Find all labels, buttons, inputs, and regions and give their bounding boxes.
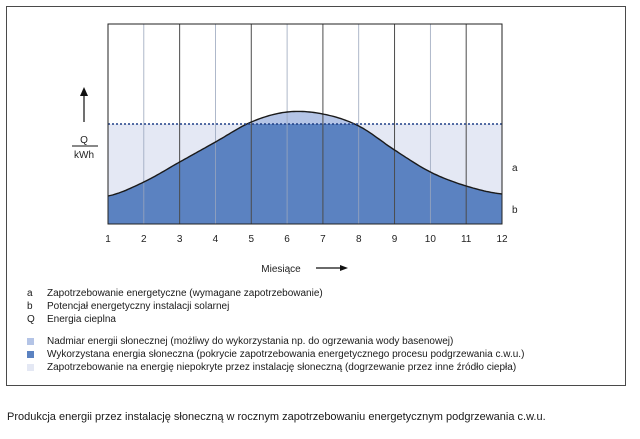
chart: 1 2 3 4 5 6 7 8 9 10 11 12 Q kWh Miesiące a b (72, 23, 518, 275)
x-tick-label-10: 10 (425, 234, 437, 245)
legend-text: Wykorzystana energia słoneczna (pokrycie… (47, 349, 525, 360)
legend-text: Energia cieplna (47, 314, 116, 325)
legend-item-surplus: Nadmiar energii słonecznej (możliwy do w… (27, 335, 524, 348)
y-arrow-head (80, 87, 88, 96)
figure-caption: Produkcja energii przez instalację słone… (7, 411, 546, 423)
x-arrow-head (340, 265, 348, 271)
surplus-energy-area (108, 111, 502, 124)
x-tick-label-3: 3 (177, 234, 183, 245)
legend-item-b: b Potencjał energetyczny instalacji sola… (27, 300, 323, 313)
x-tick-label-5: 5 (248, 234, 254, 245)
legend-item-uncovered: Zapotrzebowanie na energię niepokryte pr… (27, 361, 524, 374)
x-tick-label-7: 7 (320, 234, 326, 245)
series-b-label: b (512, 205, 518, 216)
symbol-legend: a Zapotrzebowanie energetyczne (wymagane… (27, 287, 323, 326)
legend-text: Zapotrzebowanie na energię niepokryte pr… (47, 362, 517, 373)
plot-border (107, 23, 503, 225)
color-legend: Nadmiar energii słonecznej (możliwy do w… (27, 335, 524, 374)
x-tick-label-11: 11 (461, 234, 472, 245)
x-axis-title: Miesiące (261, 264, 301, 275)
legend-swatch-uncovered (27, 364, 34, 371)
legend-swatch-used (27, 351, 34, 358)
x-tick-label-9: 9 (392, 234, 398, 245)
legend-item-q: Q Energia cieplna (27, 313, 323, 326)
x-tick-label-6: 6 (284, 234, 290, 245)
x-tick-label-12: 12 (496, 234, 508, 245)
legend-key: Q (27, 314, 35, 325)
legend-text: Zapotrzebowanie energetyczne (wymagane z… (47, 288, 323, 299)
legend-text: Potencjał energetyczny instalacji solarn… (47, 301, 230, 312)
legend-item-a: a Zapotrzebowanie energetyczne (wymagane… (27, 287, 323, 300)
legend-text: Nadmiar energii słonecznej (możliwy do w… (47, 336, 454, 347)
y-unit-bottom: kWh (74, 150, 94, 161)
legend-swatch-surplus (27, 338, 34, 345)
y-unit-top: Q (80, 135, 88, 146)
legend-item-used: Wykorzystana energia słoneczna (pokrycie… (27, 348, 524, 361)
solar-potential-line (107, 110, 503, 197)
series-a-label: a (512, 163, 518, 174)
used-solar-area (108, 124, 502, 224)
legend-key: a (27, 288, 33, 299)
x-tick-label-4: 4 (213, 234, 219, 245)
legend-key: b (27, 301, 33, 312)
x-tick-label-8: 8 (356, 234, 362, 245)
x-tick-label-1: 1 (105, 234, 111, 245)
x-tick-label-2: 2 (141, 234, 147, 245)
